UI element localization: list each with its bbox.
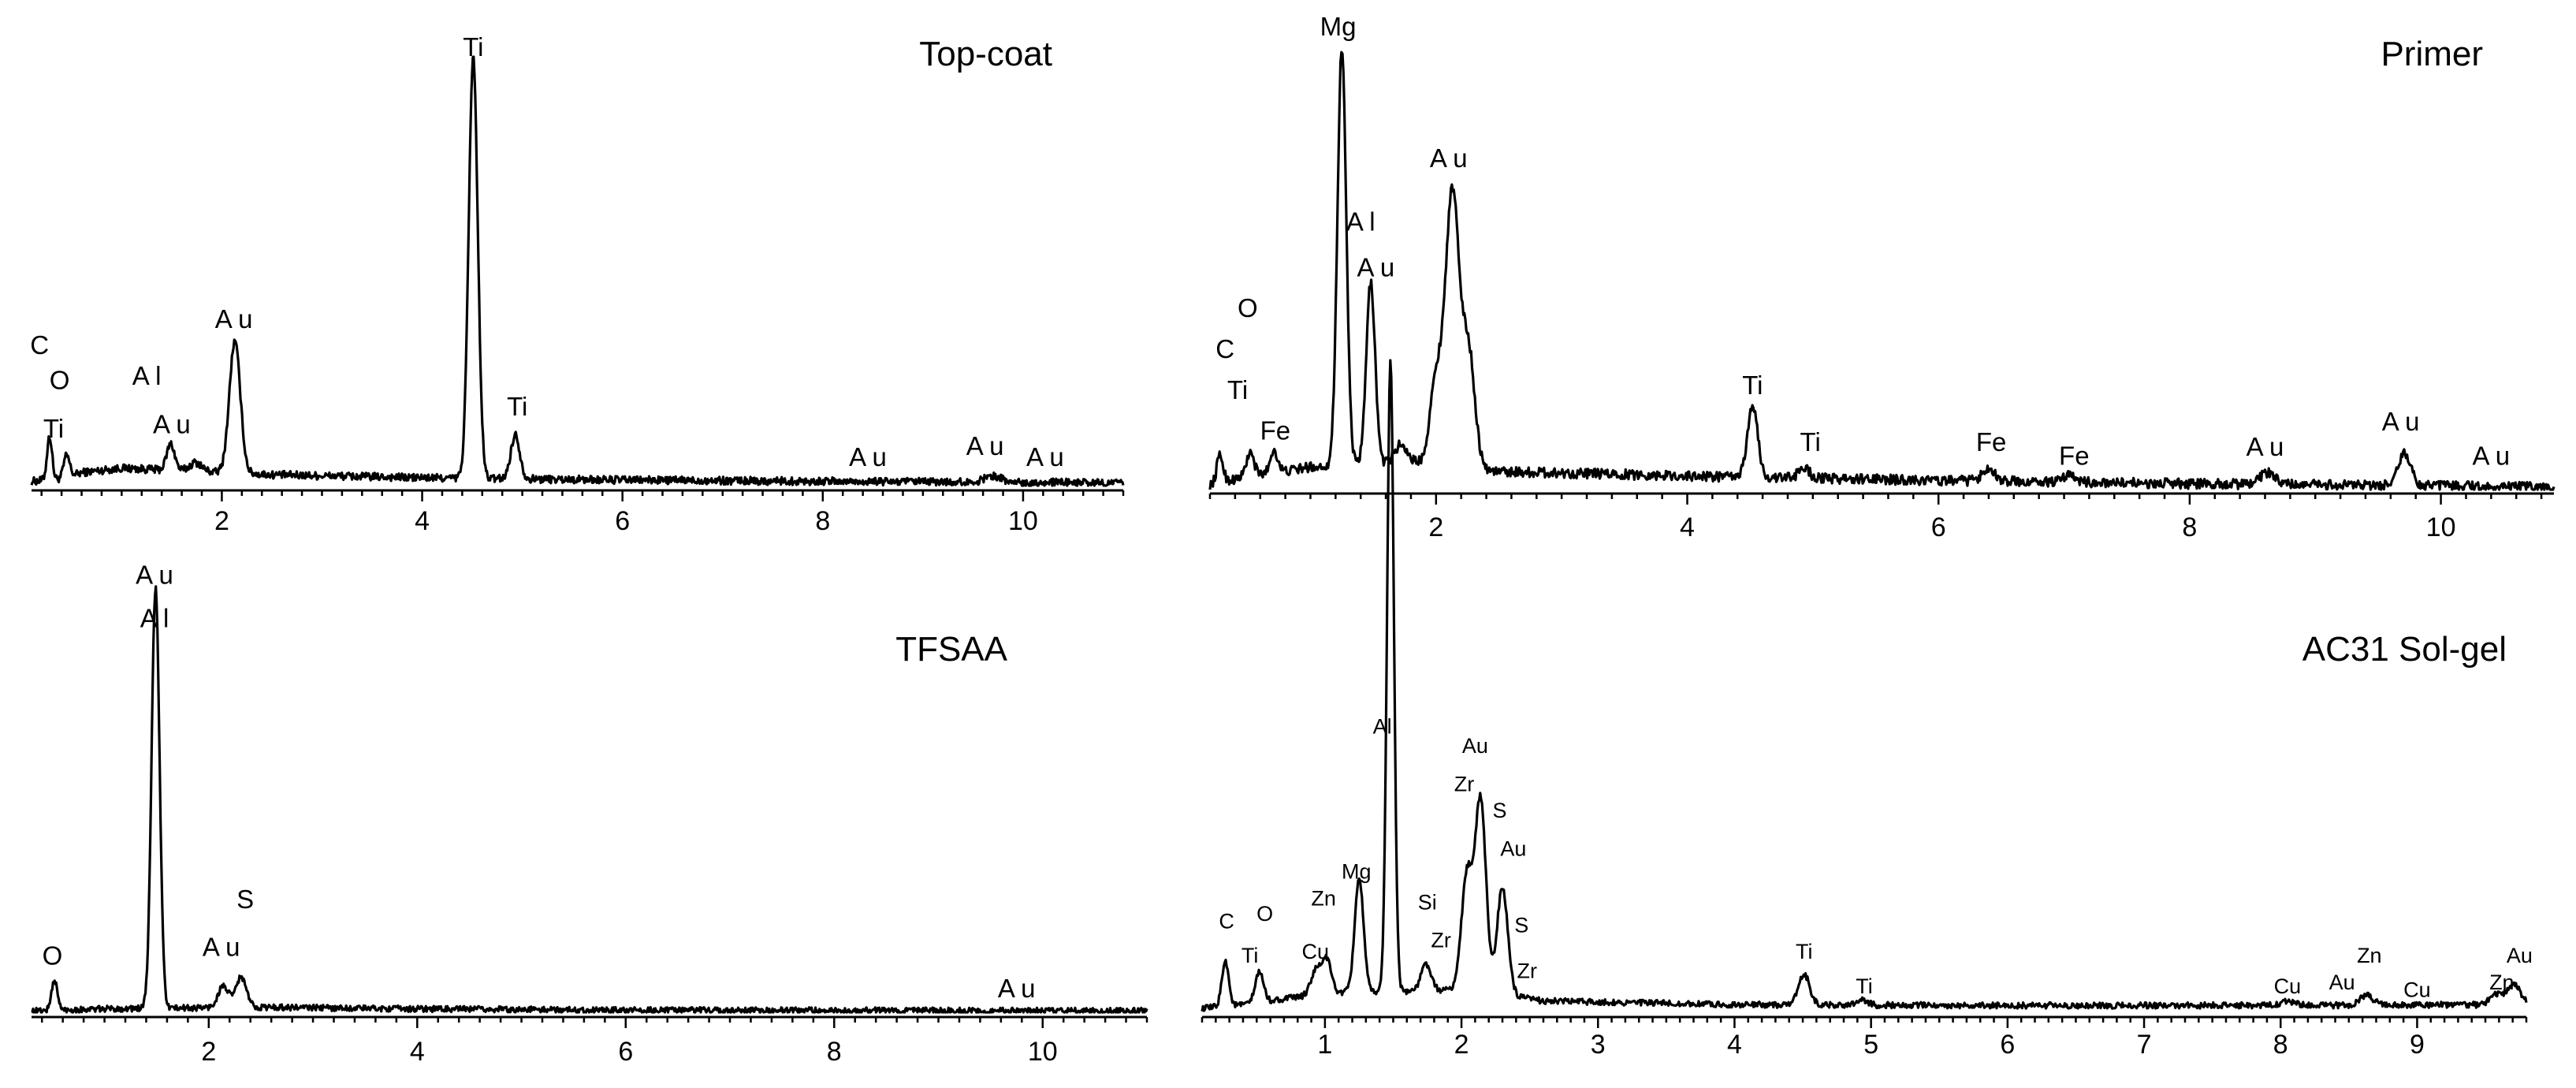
x-tick-label: 8 [827,1037,842,1067]
peak-label: Fe [2059,441,2090,470]
peak-label: Au [1462,734,1488,758]
peak-label: A l [1346,207,1375,237]
peak-label: A u [998,974,1036,1003]
x-tick-label: 6 [2000,1030,2015,1060]
peak-label: Cu [2403,978,2431,1002]
peak-label: C [1219,910,1234,933]
peak-label: Zr [1517,959,1536,982]
peak-label: A u [1357,252,1394,281]
x-tick-label: 4 [410,1037,425,1067]
peak-label: A u [966,431,1004,460]
peak-label: O [1256,902,1273,926]
peak-label: A u [1430,143,1468,173]
panel-title-tfsaa: TFSAA [895,630,1007,669]
x-tick-label: 8 [815,506,830,536]
peak-label: S [236,885,254,914]
peak-label: Ti [507,392,527,421]
peak-label: A u [2382,407,2420,436]
peak-label: A u [203,933,240,962]
peak-label: Au [2329,971,2355,994]
x-tick-label: 10 [1008,506,1038,536]
x-tick-label: 3 [1591,1030,1606,1060]
peak-label: Ti [1800,427,1821,456]
panel-tfsaa: TFSAA 2 4 6 8 10 A u A l O S A u A u [31,560,1148,1067]
x-tick-label: 5 [1863,1030,1878,1060]
peak-label: A u [215,304,253,333]
x-tick-label: 2 [1428,512,1443,542]
peak-label: Cu [1301,940,1329,963]
peak-label: Si [1418,890,1437,914]
peak-label: S [1493,799,1507,822]
peak-label: Ti [1241,944,1259,967]
x-tick-label: 6 [615,506,630,536]
peak-label: Au [2507,944,2533,967]
spectrum-line-tfsaa [31,585,1148,1014]
peak-label: O [50,366,70,395]
panel-title-ac31-sol-gel: AC31 Sol-gel [2302,630,2507,669]
peak-label: A u [1026,442,1064,471]
peak-label: Zn [1311,886,1336,910]
peak-label: A u [2472,441,2510,470]
peak-label: A u [136,560,173,589]
spectrum-line-ac31 [1201,359,2528,1012]
x-tick-label: 8 [2182,512,2197,542]
x-tick-label: 4 [1680,512,1695,542]
x-tick-label: 10 [2426,512,2456,542]
spectrum-line-top-coat [30,55,1125,487]
peak-label: A u [849,442,887,471]
peak-label: A l [132,361,162,390]
peak-label: Ti [1796,940,1813,963]
x-tick-label: 1 [1317,1030,1332,1060]
peak-label: A u [2247,432,2284,461]
x-tick-label: 2 [1454,1030,1469,1060]
peak-label: Zn [2357,944,2382,967]
panel-title-top-coat: Top-coat [919,35,1052,73]
panel-primer: Primer 2 4 6 8 10 Mg A u A l A u OC Ti Fe Ti Ti Fe Fe A … [1208,12,2556,542]
peak-label: Fe [1976,427,2007,456]
peak-label: Fe [1260,416,1291,445]
x-tick-label: 4 [1727,1030,1742,1060]
peak-label: Zr [1431,929,1450,952]
peak-label: Al [1373,715,1392,739]
x-tick-label: 9 [2410,1030,2425,1060]
x-tick-label: 6 [618,1037,633,1067]
peak-label: A l [140,603,169,632]
peak-label: Zr [1454,772,1474,796]
peak-label: A u [153,409,191,438]
peak-label: Ti [43,414,64,443]
peak-label: Zn [2489,971,2515,994]
peak-label: S [1514,913,1528,937]
x-tick-label: 10 [1028,1037,1058,1067]
panel-ac31-sol-gel: AC31 Sol-gel 1 2 3 4 5 6 7 8 9 Al Au Zr S Au S Zr Si Zr Mg… [1201,359,2533,1060]
peak-label: Cu [2274,974,2302,998]
x-tick-label: 2 [214,506,229,536]
panel-title-primer: Primer [2381,35,2483,73]
peak-label: Ti [1227,375,1248,404]
x-tick-label: 7 [2137,1030,2152,1060]
peak-label: Ti [1742,371,1763,400]
x-tick-label: 4 [415,506,430,536]
peak-label: Au [1500,837,1526,861]
peak-label: O [1238,293,1258,322]
x-tick-label: 2 [201,1037,216,1067]
peak-label: Ti [1856,974,1873,998]
peak-label: O [43,941,63,971]
peak-label: C [30,330,49,360]
x-tick-label: 8 [2273,1030,2288,1060]
peak-label: C [1215,334,1234,363]
peak-label: Mg [1320,12,1357,41]
peak-label: Ti [463,32,483,61]
x-tick-label: 6 [1931,512,1946,542]
peak-label: Mg [1342,860,1372,884]
panel-top-coat: Top-coat 2 4 6 8 10 CO Ti A l A u A u Ti Ti A u A u A … [30,32,1125,536]
spectrum-line-primer [1208,50,2556,491]
